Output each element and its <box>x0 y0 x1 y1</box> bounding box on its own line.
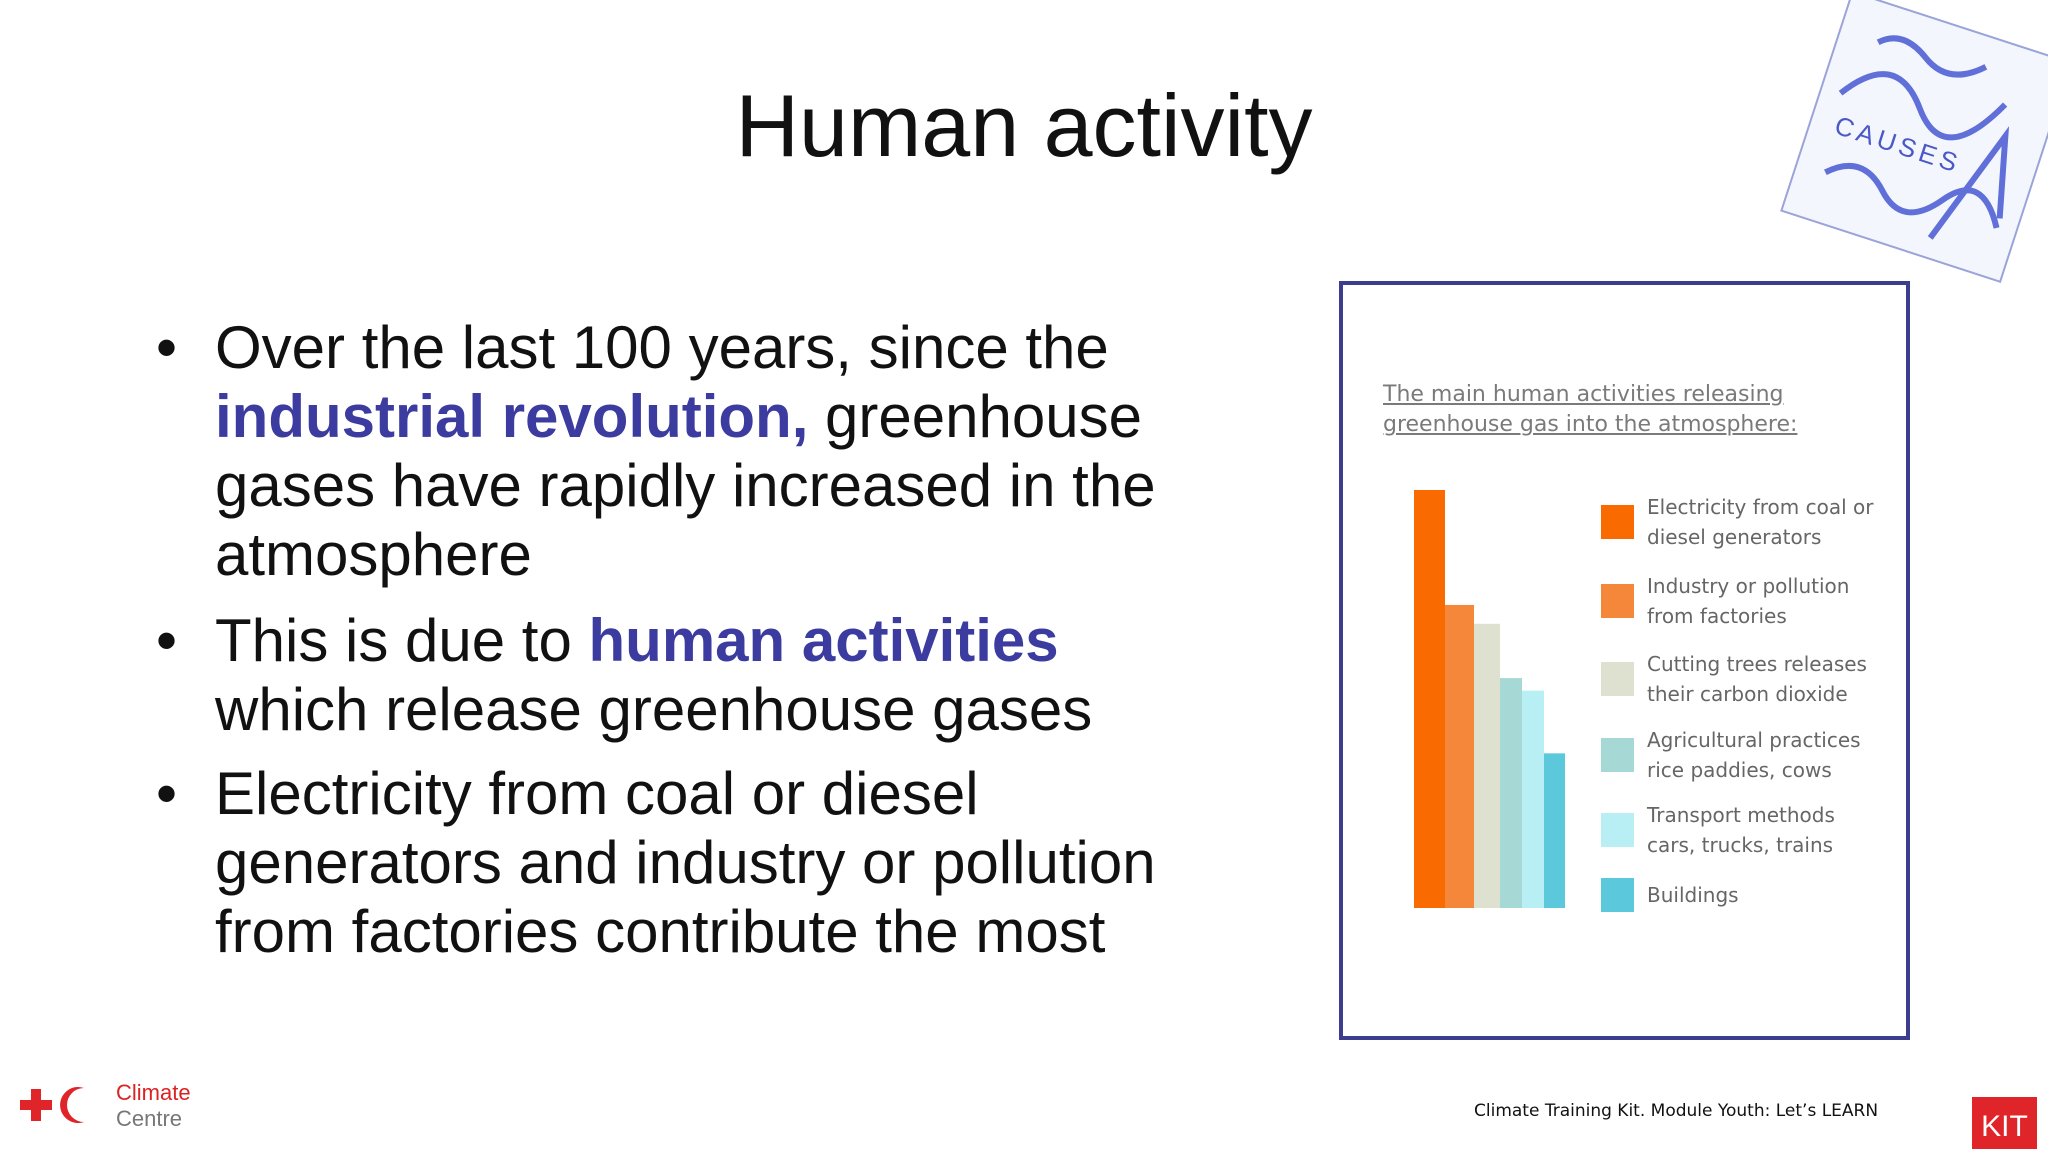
highlight-text: human activities <box>588 607 1059 674</box>
chart-title: The main human activities releasing gree… <box>1383 382 1798 437</box>
bar <box>1445 604 1474 908</box>
bar <box>1500 678 1522 908</box>
bullet-text: from factories contribute the most <box>215 898 1106 965</box>
logo-mark <box>20 1087 84 1124</box>
sketch-lines <box>1824 35 2010 240</box>
sketch: CAUSES <box>1780 0 2048 283</box>
bullet-dot: • <box>156 760 178 827</box>
bar <box>1522 690 1544 908</box>
bullet-line: Over the last 100 years, since the <box>215 313 1109 382</box>
bullet-text: gases have rapidly increased in the <box>215 452 1156 519</box>
logo-text: Centre <box>116 1106 183 1131</box>
bullet-line: generators and industry or pollution <box>215 828 1156 897</box>
crescent <box>60 1087 84 1124</box>
legend-swatch <box>1601 584 1634 618</box>
legend-label: Transport methods cars, trucks, trains <box>1647 803 1835 857</box>
legend-swatch <box>1601 505 1634 539</box>
bullet-text: atmosphere <box>215 521 532 588</box>
bullet-text: Over the last 100 years, since the <box>215 314 1109 381</box>
bullet-line: This is due to human activities <box>215 606 1059 675</box>
highlight-text: industrial revolution, <box>215 383 809 450</box>
bullet-dot: • <box>156 607 178 674</box>
legend-swatch <box>1601 662 1634 696</box>
legend-label: Agricultural practices rice paddies, cow… <box>1647 728 1861 782</box>
footer-text: Climate Training Kit. Module Youth: Let’… <box>1474 1101 1879 1121</box>
legend-label: Cutting trees releases their carbon diox… <box>1647 652 1867 706</box>
bullet-line: industrial revolution, greenhouse <box>215 382 1142 451</box>
bar <box>1414 490 1445 908</box>
logo-text: Climate <box>116 1080 191 1105</box>
slide-title: Human activity <box>735 76 1313 175</box>
cross <box>31 1089 41 1121</box>
bar <box>1544 753 1565 908</box>
legend-swatch <box>1601 878 1634 912</box>
legend-swatch <box>1601 738 1634 772</box>
bullet-text: This is due to <box>215 607 589 674</box>
bullet-line: from factories contribute the most <box>215 897 1105 966</box>
bullet-dot: • <box>156 314 178 381</box>
bullet-text: Electricity from coal or diesel <box>215 760 979 827</box>
bullet-text: generators and industry or pollution <box>215 829 1156 896</box>
bullet-line: Electricity from coal or diesel <box>215 759 979 828</box>
bullet-line: which release greenhouse gases <box>215 675 1092 744</box>
bullet-text: which release greenhouse gases <box>215 676 1093 743</box>
kit-badge: KIT <box>1972 1097 2037 1149</box>
bullet-line: gases have rapidly increased in the <box>215 451 1156 520</box>
legend-swatch <box>1601 813 1634 847</box>
bar <box>1474 623 1500 908</box>
bullet-line: atmosphere <box>215 520 532 589</box>
bullet-text: greenhouse <box>808 383 1142 450</box>
legend-label: Industry or pollution from factories <box>1647 574 1850 628</box>
legend-label: Buildings <box>1647 883 1739 907</box>
legend-label: Electricity from coal or diesel generato… <box>1647 495 1874 549</box>
